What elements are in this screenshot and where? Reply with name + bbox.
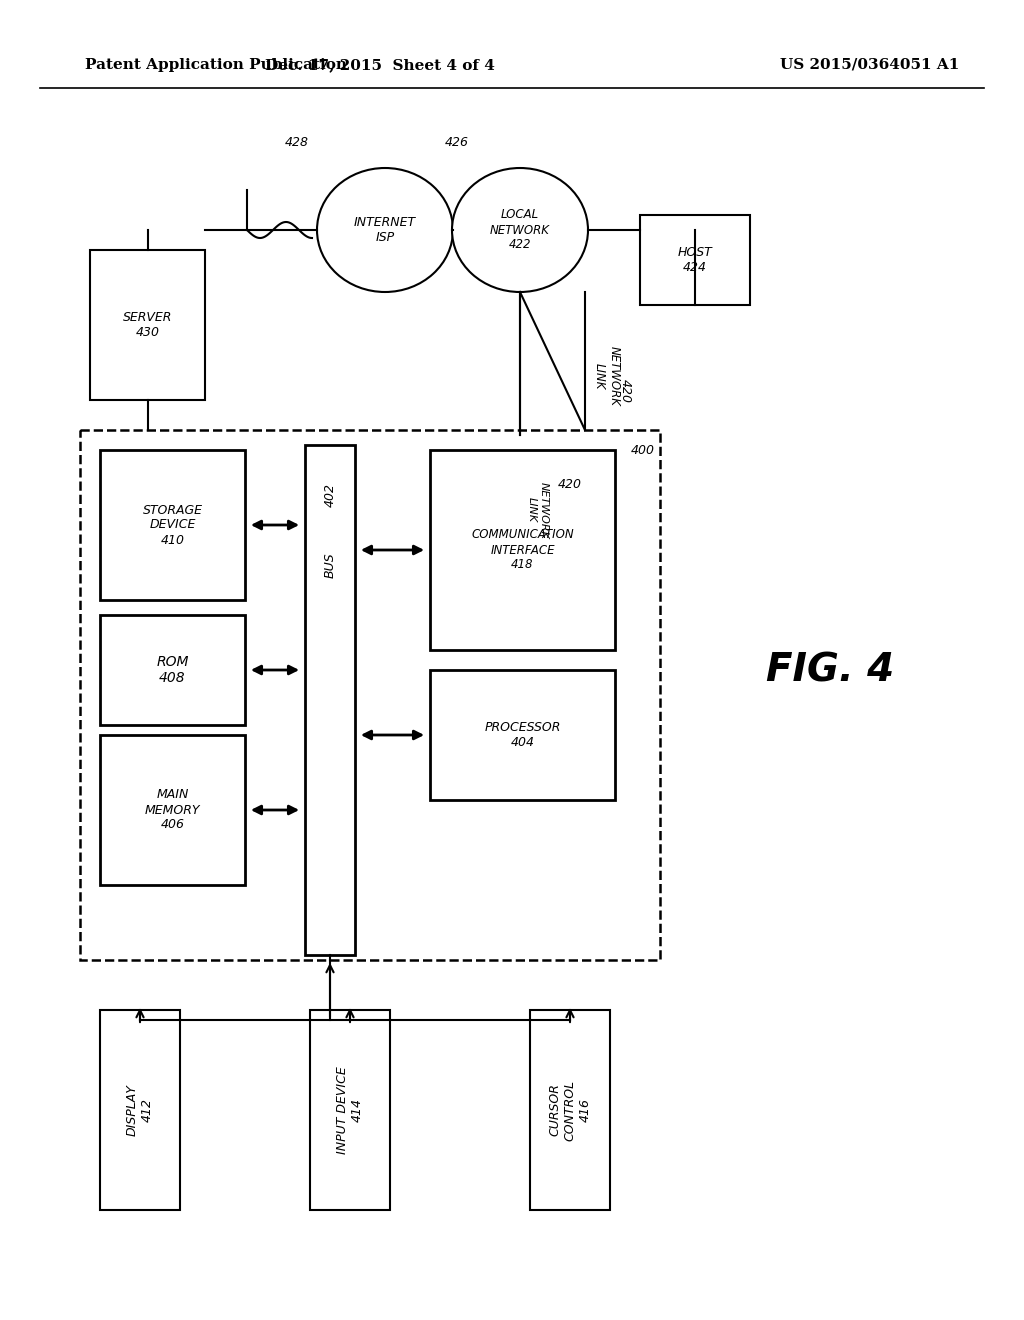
Text: STORAGE
DEVICE
410: STORAGE DEVICE 410 <box>142 503 203 546</box>
Bar <box>90 249 205 400</box>
Text: 402: 402 <box>324 483 337 507</box>
Text: COMMUNICATION
INTERFACE
418: COMMUNICATION INTERFACE 418 <box>471 528 573 572</box>
Text: ROM
408: ROM 408 <box>157 655 188 685</box>
Bar <box>305 445 355 954</box>
Text: Patent Application Publication: Patent Application Publication <box>85 58 347 73</box>
Text: 428: 428 <box>285 136 309 149</box>
Text: NETWORK
LINK: NETWORK LINK <box>527 482 549 539</box>
Text: 400: 400 <box>631 444 655 457</box>
Text: LOCAL
NETWORK
422: LOCAL NETWORK 422 <box>490 209 550 252</box>
Text: 426: 426 <box>445 136 469 149</box>
Text: 420: 420 <box>558 479 582 491</box>
Text: NETWORK
LINK: NETWORK LINK <box>593 346 621 407</box>
Text: SERVER
430: SERVER 430 <box>123 312 172 339</box>
Bar <box>100 1010 180 1210</box>
Text: CURSOR
CONTROL
416: CURSOR CONTROL 416 <box>549 1080 592 1140</box>
Text: FIG. 4: FIG. 4 <box>766 651 894 689</box>
Text: BUS: BUS <box>324 552 337 578</box>
Text: Dec. 17, 2015  Sheet 4 of 4: Dec. 17, 2015 Sheet 4 of 4 <box>265 58 495 73</box>
Bar <box>310 1010 390 1210</box>
Bar <box>530 1010 610 1210</box>
Text: PROCESSOR
404: PROCESSOR 404 <box>484 721 561 748</box>
Bar <box>80 430 660 960</box>
Ellipse shape <box>452 168 588 292</box>
Ellipse shape <box>317 168 453 292</box>
Bar <box>430 671 615 800</box>
Text: MAIN
MEMORY
406: MAIN MEMORY 406 <box>144 788 201 832</box>
Bar <box>430 450 615 649</box>
Bar <box>100 450 245 601</box>
Text: DISPLAY
412: DISPLAY 412 <box>126 1084 154 1137</box>
Text: INTERNET
ISP: INTERNET ISP <box>354 216 416 244</box>
Bar <box>640 215 750 305</box>
Text: INPUT DEVICE
414: INPUT DEVICE 414 <box>336 1067 364 1154</box>
Text: US 2015/0364051 A1: US 2015/0364051 A1 <box>780 58 959 73</box>
Bar <box>100 735 245 884</box>
Text: 420: 420 <box>618 379 632 403</box>
Text: HOST
424: HOST 424 <box>678 246 713 275</box>
Bar <box>100 615 245 725</box>
